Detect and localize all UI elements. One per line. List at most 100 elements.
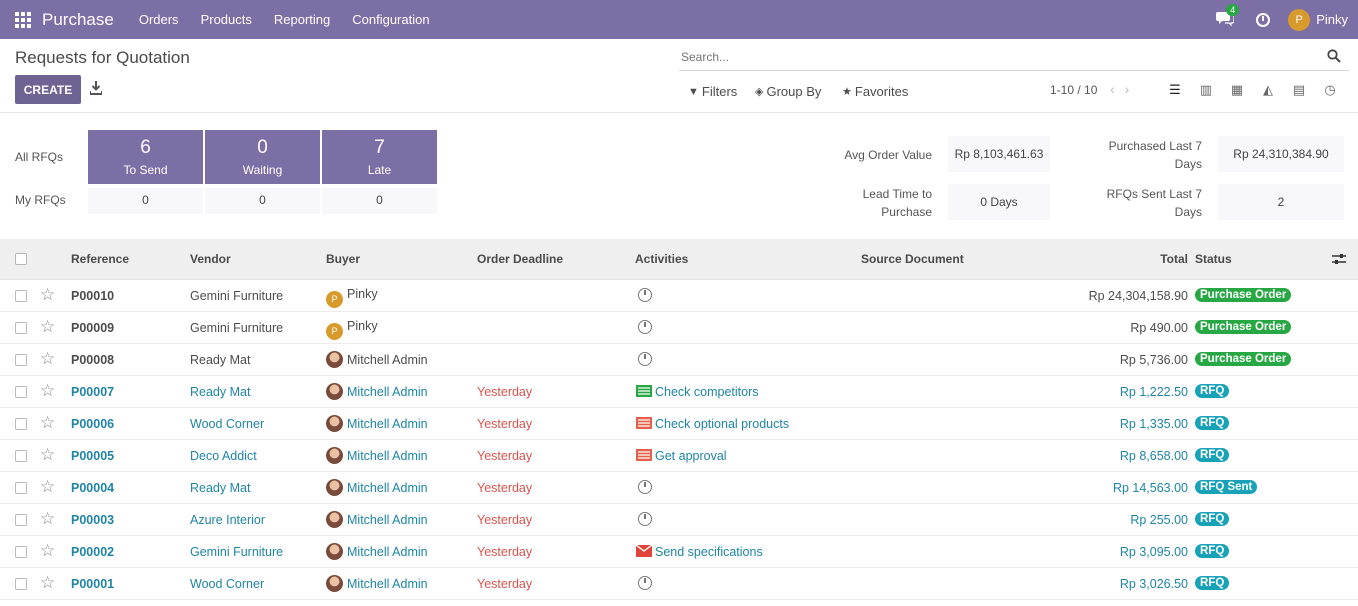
favorites-button[interactable]: ★ Favorites bbox=[842, 84, 908, 99]
header-vendor[interactable]: Vendor bbox=[190, 252, 231, 266]
star-icon[interactable]: ☆ bbox=[40, 381, 56, 400]
row-checkbox[interactable] bbox=[15, 386, 27, 398]
row-checkbox[interactable] bbox=[15, 354, 27, 366]
row-checkbox[interactable] bbox=[15, 418, 27, 430]
graph-view-icon[interactable]: ◭ bbox=[1263, 82, 1273, 97]
menu-products[interactable]: Products bbox=[200, 12, 252, 27]
table-row[interactable]: ☆ P00003 Azure Interior Mitchell Admin Y… bbox=[0, 504, 1358, 536]
calendar-view-icon[interactable]: ▤ bbox=[1292, 82, 1306, 97]
my-late-count[interactable]: 0 bbox=[322, 188, 437, 214]
row-total: Rp 1,335.00 bbox=[1119, 417, 1188, 431]
table-header: Reference Vendor Buyer Order Deadline Ac… bbox=[0, 239, 1358, 280]
column-settings-icon[interactable] bbox=[1332, 252, 1346, 266]
status-badge: RFQ bbox=[1195, 448, 1230, 462]
pager-value[interactable]: 1-10 / 10 bbox=[1050, 83, 1098, 97]
user-name[interactable]: Pinky bbox=[1316, 12, 1348, 27]
row-total: Rp 5,736.00 bbox=[1119, 353, 1188, 367]
apps-grid-icon[interactable] bbox=[15, 11, 31, 28]
activity-view-icon[interactable]: ◷ bbox=[1324, 82, 1336, 97]
search-bar bbox=[679, 43, 1349, 71]
tile-late[interactable]: 7 Late bbox=[322, 130, 437, 184]
row-checkbox[interactable] bbox=[15, 514, 27, 526]
status-badge: Purchase Order bbox=[1195, 320, 1292, 334]
header-status[interactable]: Status bbox=[1195, 252, 1232, 266]
create-button[interactable]: CREATE bbox=[15, 75, 81, 104]
rfqs-sent-value: 2 bbox=[1218, 184, 1344, 220]
activity-link[interactable]: Check competitors bbox=[636, 385, 759, 399]
star-icon[interactable]: ☆ bbox=[40, 477, 56, 496]
select-all-checkbox[interactable] bbox=[15, 253, 27, 265]
chevron-right-icon[interactable]: › bbox=[1124, 81, 1140, 97]
star-icon[interactable]: ☆ bbox=[40, 349, 56, 368]
star-icon[interactable]: ☆ bbox=[40, 509, 56, 528]
tile-waiting[interactable]: 0 Waiting bbox=[205, 130, 320, 184]
buyer-avatar bbox=[326, 383, 343, 400]
search-input[interactable] bbox=[681, 47, 1301, 67]
user-avatar[interactable]: P bbox=[1288, 8, 1311, 31]
messaging-button[interactable]: 4 bbox=[1216, 3, 1240, 30]
clock-icon[interactable] bbox=[638, 288, 652, 302]
row-checkbox[interactable] bbox=[15, 482, 27, 494]
buyer-avatar bbox=[326, 351, 343, 368]
pivot-view-icon[interactable]: ▦ bbox=[1230, 82, 1244, 97]
row-checkbox[interactable] bbox=[15, 290, 27, 302]
clock-icon[interactable] bbox=[638, 352, 652, 366]
list-view-icon[interactable]: ☰ bbox=[1169, 82, 1181, 97]
table-row[interactable]: ☆ P00002 Gemini Furniture Mitchell Admin… bbox=[0, 536, 1358, 568]
groupby-button[interactable]: ◈ Group By bbox=[755, 84, 821, 99]
table-row[interactable]: ☆ P00006 Wood Corner Mitchell Admin Yest… bbox=[0, 408, 1358, 440]
star-icon[interactable]: ☆ bbox=[40, 445, 56, 464]
row-buyer: Mitchell Admin bbox=[326, 479, 428, 496]
header-total[interactable]: Total bbox=[1160, 252, 1188, 266]
row-checkbox[interactable] bbox=[15, 578, 27, 590]
table-row[interactable]: ☆ P00010 Gemini Furniture P Pinky Rp 24,3… bbox=[0, 280, 1358, 312]
kanban-view-icon[interactable]: ▥ bbox=[1199, 82, 1213, 97]
row-checkbox[interactable] bbox=[15, 322, 27, 334]
table-row[interactable]: ☆ P00009 Gemini Furniture P Pinky Rp 490.… bbox=[0, 312, 1358, 344]
row-order-deadline: Yesterday bbox=[477, 385, 533, 399]
activity-link[interactable]: Check optional products bbox=[636, 417, 789, 431]
buyer-avatar bbox=[326, 415, 343, 432]
clock-icon[interactable] bbox=[638, 512, 652, 526]
clock-icon[interactable] bbox=[638, 576, 652, 590]
table-row[interactable]: ☆ P00007 Ready Mat Mitchell Admin Yester… bbox=[0, 376, 1358, 408]
table-row[interactable]: ☆ P00008 Ready Mat Mitchell Admin Rp 5,7… bbox=[0, 344, 1358, 376]
header-activities[interactable]: Activities bbox=[635, 252, 689, 266]
filters-button[interactable]: ▼ Filters bbox=[688, 84, 737, 99]
clock-icon[interactable] bbox=[638, 480, 652, 494]
my-to-send-count[interactable]: 0 bbox=[88, 188, 203, 214]
header-buyer[interactable]: Buyer bbox=[326, 252, 361, 266]
star-icon[interactable]: ☆ bbox=[40, 573, 56, 592]
header-reference[interactable]: Reference bbox=[71, 252, 130, 266]
menu-configuration[interactable]: Configuration bbox=[352, 12, 430, 27]
star-icon[interactable]: ☆ bbox=[40, 317, 56, 336]
buyer-name: Mitchell Admin bbox=[347, 449, 428, 463]
star-icon[interactable]: ☆ bbox=[40, 285, 56, 304]
search-icon[interactable] bbox=[1327, 49, 1341, 63]
chevron-left-icon[interactable]: ‹ bbox=[1110, 81, 1125, 97]
star-icon[interactable]: ☆ bbox=[40, 413, 56, 432]
activity-link[interactable]: Get approval bbox=[636, 449, 727, 463]
download-icon[interactable] bbox=[90, 81, 102, 95]
star-icon[interactable]: ☆ bbox=[40, 541, 56, 560]
table-row[interactable]: ☆ P00004 Ready Mat Mitchell Admin Yester… bbox=[0, 472, 1358, 504]
clock-icon[interactable] bbox=[638, 320, 652, 334]
row-checkbox[interactable] bbox=[15, 450, 27, 462]
activity-link[interactable]: Send specifications bbox=[635, 544, 763, 559]
my-waiting-count[interactable]: 0 bbox=[205, 188, 320, 214]
row-total: Rp 14,563.00 bbox=[1112, 481, 1188, 495]
table-row[interactable]: ☆ P00005 Deco Addict Mitchell Admin Yest… bbox=[0, 440, 1358, 472]
todo-activity-icon bbox=[636, 449, 652, 461]
activity-summary: Send specifications bbox=[655, 545, 763, 559]
row-checkbox[interactable] bbox=[15, 546, 27, 558]
tile-number: 0 bbox=[257, 137, 268, 158]
star-icon: ★ bbox=[842, 86, 852, 98]
tile-to-send[interactable]: 6 To Send bbox=[88, 130, 203, 184]
menu-reporting[interactable]: Reporting bbox=[273, 12, 331, 27]
table-row[interactable]: ☆ P00001 Wood Corner Mitchell Admin Yest… bbox=[0, 568, 1358, 600]
app-name[interactable]: Purchase bbox=[42, 9, 114, 29]
activity-clock-icon[interactable] bbox=[1256, 12, 1271, 27]
header-order-deadline[interactable]: Order Deadline bbox=[477, 252, 564, 266]
header-source-document[interactable]: Source Document bbox=[861, 252, 964, 266]
menu-orders[interactable]: Orders bbox=[138, 12, 179, 27]
